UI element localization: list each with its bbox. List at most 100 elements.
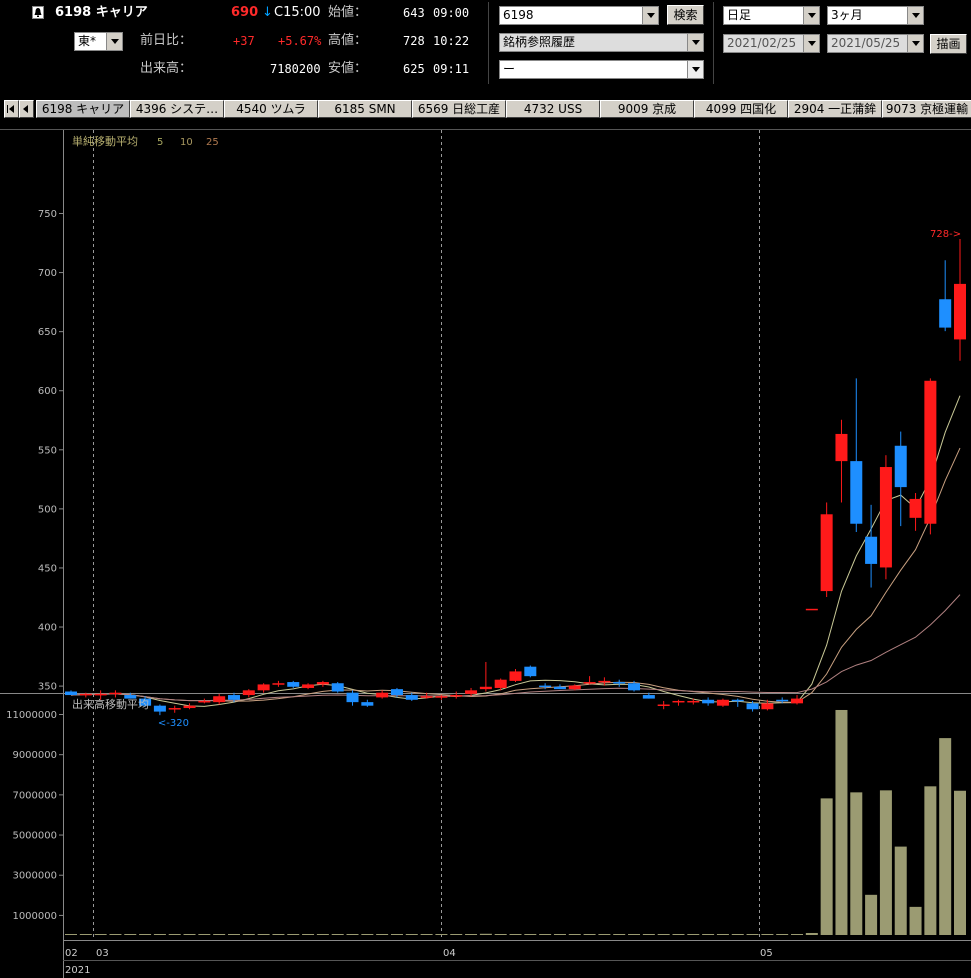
tab-8[interactable]: 4099 四国化 <box>694 100 788 118</box>
candle <box>642 692 655 699</box>
candle-body <box>509 671 522 681</box>
range-select[interactable]: 3ヶ月 <box>827 6 924 25</box>
candle-body <box>242 690 255 696</box>
tab-3[interactable]: 4540 ツムラ <box>224 100 318 118</box>
volume-bar <box>642 934 655 935</box>
chart-area[interactable]: 750 700 650 600 550 500 450 400 350 11000000 90000… <box>0 130 971 978</box>
chevron-down-icon[interactable] <box>907 7 923 24</box>
tabs-divider <box>0 129 971 130</box>
header-divider <box>488 2 489 84</box>
volume-bar <box>124 934 137 935</box>
candle-body <box>613 682 626 684</box>
candle <box>583 676 596 685</box>
alert-bell-icon[interactable] <box>32 6 44 19</box>
candle <box>509 669 522 683</box>
candle-body <box>879 467 892 568</box>
chevron-down-icon[interactable] <box>803 35 819 52</box>
tab-10[interactable]: 9073 京極運輸 <box>882 100 971 118</box>
price-tick-label: 650 <box>38 327 57 338</box>
candle <box>628 680 641 692</box>
chevron-down-icon[interactable] <box>687 61 703 78</box>
month-label: 02 <box>65 948 78 959</box>
candle <box>65 690 77 696</box>
volume-bar <box>257 934 270 935</box>
volume-bar <box>954 790 966 935</box>
volume-label: 出来高： <box>140 61 193 76</box>
candle <box>316 680 329 687</box>
candle-body <box>390 689 403 696</box>
volume-bar <box>894 846 907 935</box>
chevron-down-icon[interactable] <box>106 33 122 50</box>
third-select[interactable]: ー <box>499 60 704 79</box>
candle-body <box>583 682 596 684</box>
candle-body <box>865 536 878 564</box>
candle-body <box>657 704 670 707</box>
candle-body <box>909 498 922 518</box>
candle-body <box>213 696 226 703</box>
tab-4[interactable]: 6185 SMN <box>318 100 412 118</box>
volume-bar <box>598 934 611 935</box>
tab-1[interactable]: 6198 キャリア <box>36 100 130 118</box>
stock-code-input[interactable]: 6198 <box>499 6 659 25</box>
candle-body <box>553 686 566 690</box>
candle-body <box>450 695 463 697</box>
volume-bar <box>820 798 833 935</box>
candle <box>331 682 344 693</box>
volume-bar <box>331 934 344 935</box>
price-tick-label: 450 <box>38 563 57 574</box>
volume-bar <box>583 934 596 935</box>
chevron-down-icon[interactable] <box>687 34 703 51</box>
candle-body <box>183 705 196 709</box>
candle <box>568 684 581 691</box>
candle <box>124 692 137 699</box>
volume-bar <box>139 934 152 935</box>
candle-body <box>94 693 107 696</box>
candle <box>168 705 181 713</box>
prev-tab-arrow-icon[interactable] <box>19 100 34 118</box>
chevron-down-icon[interactable] <box>803 7 819 24</box>
chevron-down-icon[interactable] <box>907 35 923 52</box>
end-date-picker[interactable]: 2021/05/25 <box>827 34 924 53</box>
start-date-picker[interactable]: 2021/02/25 <box>723 34 820 53</box>
search-button[interactable]: 検索 <box>667 5 704 25</box>
history-select[interactable]: 銘柄参照履歴 <box>499 33 704 52</box>
chevron-down-icon[interactable] <box>642 7 658 24</box>
candle-body <box>376 692 389 698</box>
tab-6[interactable]: 4732 USS <box>506 100 600 118</box>
volume-bar <box>850 792 863 935</box>
tab-9[interactable]: 2904 一正蒲鉾 <box>788 100 882 118</box>
volume-bar <box>791 934 804 935</box>
volume-bar <box>553 934 566 935</box>
draw-button[interactable]: 描画 <box>930 34 967 54</box>
third-select-value: ー <box>503 62 516 76</box>
range-value: 3ヶ月 <box>831 8 863 22</box>
tab-7[interactable]: 9009 京成 <box>600 100 694 118</box>
candle-body <box>302 684 315 688</box>
volume-average-title: 出来高移動平均 <box>72 697 149 711</box>
tab-5[interactable]: 6569 日総工産 <box>412 100 506 118</box>
candle <box>494 678 507 691</box>
exchange-select[interactable]: 東* <box>74 32 123 51</box>
first-tab-arrow-icon[interactable] <box>4 100 19 118</box>
volume-bar <box>109 934 122 935</box>
volume-bar <box>450 934 463 935</box>
interval-select[interactable]: 日足 <box>723 6 820 25</box>
candle <box>865 504 878 588</box>
candle-body <box>954 283 966 340</box>
candle <box>435 695 448 700</box>
high-value: 728 <box>403 34 425 48</box>
candle <box>139 696 152 707</box>
tab-2[interactable]: 4396 システ… <box>130 100 224 118</box>
candle-body <box>420 696 433 698</box>
volume-bar <box>227 934 240 935</box>
candle <box>272 680 285 687</box>
volume-bar <box>435 934 448 935</box>
candle <box>257 683 270 693</box>
candle <box>553 684 566 690</box>
price-tick-label: 700 <box>38 268 57 279</box>
month-label: 04 <box>443 948 456 959</box>
moving-average-title: 単純移動平均 <box>72 134 138 148</box>
volume-tick-label: 3000000 <box>12 871 57 882</box>
candle <box>687 698 700 705</box>
candle-body <box>465 690 478 694</box>
